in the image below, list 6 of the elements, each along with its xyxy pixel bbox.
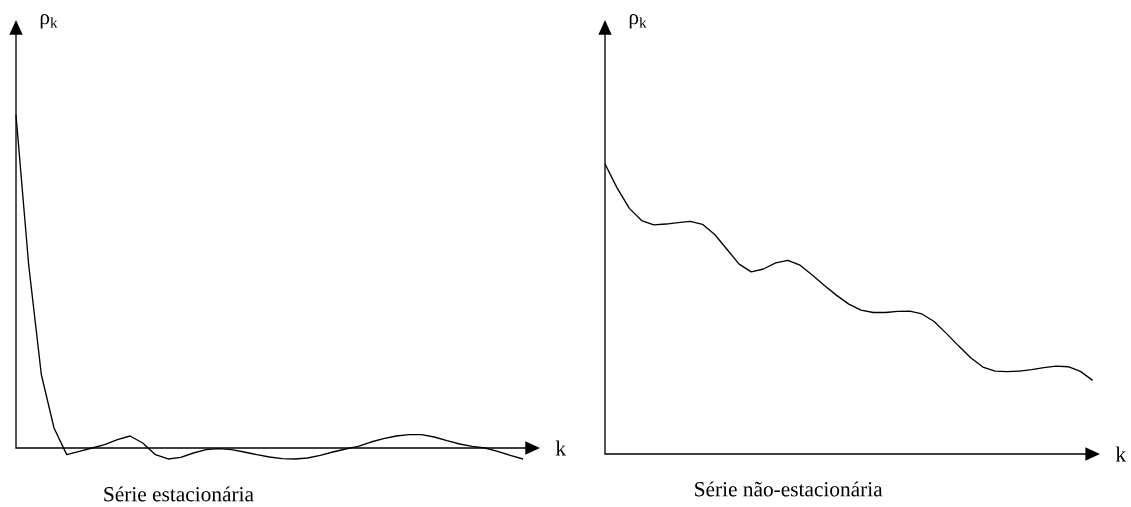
y-axis-title: ρ$_{k}$	[629, 14, 647, 29]
x-axis-title: k	[555, 440, 567, 456]
x-axis-title: k	[1115, 446, 1127, 462]
y-axis-title: ρ$_{k}$	[40, 14, 58, 29]
text: Série estacionária	[104, 486, 254, 502]
text: Série não-estacionária	[695, 481, 883, 497]
